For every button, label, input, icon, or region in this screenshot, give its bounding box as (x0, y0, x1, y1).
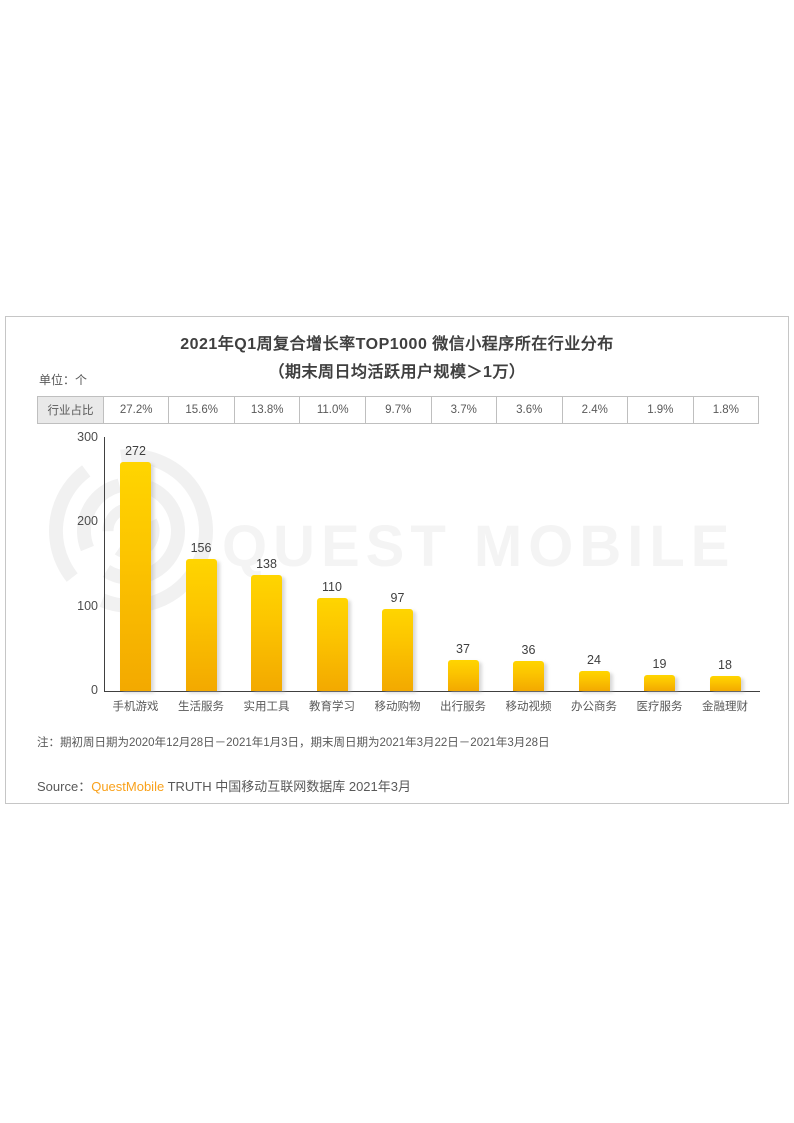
y-axis-line (104, 437, 105, 691)
x-category-0: 手机游戏 (112, 701, 159, 713)
bar-value-6: 36 (521, 643, 536, 657)
bar-4 (382, 609, 413, 691)
chart-subtitle: （期末周日均活跃用户规模＞1万） (268, 364, 526, 381)
share-cell-5: 3.7% (431, 397, 498, 424)
bar-value-8: 19 (652, 657, 667, 671)
bar-value-4: 97 (390, 591, 405, 605)
footnote: 注：期初周日期为2020年12月28日－2021年1月3日，期末周日期为2021… (37, 737, 550, 749)
y-tick-300: 300 (77, 430, 98, 444)
questmobile-text-watermark: QUEST MOBILE (222, 514, 736, 579)
bar-7 (578, 671, 610, 691)
unit-label: 单位：个 (39, 373, 88, 387)
y-tick-200: 200 (77, 514, 98, 529)
bar-6 (513, 661, 544, 691)
bar-value-1: 156 (190, 541, 212, 555)
bar-value-2: 138 (256, 557, 277, 571)
bar-1 (185, 559, 217, 691)
x-category-2: 实用工具 (243, 701, 290, 713)
bar-value-3: 110 (322, 580, 342, 594)
chart-panel: QUEST MOBILE 2021年Q1周复合增长率TOP1000 微信小程序所… (5, 316, 789, 804)
bar-8 (644, 675, 675, 691)
share-cell-7: 2.4% (562, 397, 629, 424)
bar-0 (120, 462, 151, 691)
bar-3 (316, 598, 348, 691)
share-cell-2: 13.8% (234, 397, 301, 424)
bar-value-7: 24 (587, 653, 601, 667)
industry-share-table: 行业占比 27.2% 15.6% 13.8% 11.0% 9.7% 3.7% 3.6% 2.4%… (37, 396, 760, 424)
share-cell-1: 15.6% (169, 397, 235, 424)
share-cell-6: 3.6% (497, 397, 563, 424)
share-cell-4: 9.7% (365, 397, 432, 424)
bar-2 (251, 575, 282, 691)
share-table-header: 行业占比 (38, 397, 104, 424)
bar-value-0: 272 (125, 444, 146, 458)
bar-value-5: 37 (456, 642, 470, 656)
chart-title: 2021年Q1周复合增长率TOP1000 微信小程序所在行业分布 (180, 336, 614, 353)
share-cell-8: 1.9% (628, 397, 694, 424)
bar-9 (709, 676, 741, 691)
x-category-3: 教育学习 (309, 701, 355, 713)
x-category-8: 医疗服务 (636, 701, 683, 713)
bar-chart: 0 100 200 300 272 手机游戏 156 生活服务 138 实用工具 110 教育学习 97… (6, 317, 790, 805)
share-cell-9: 1.8% (693, 397, 760, 424)
x-category-1: 生活服务 (178, 701, 224, 713)
share-cell-3: 11.0% (300, 397, 366, 424)
source-prefix: Source： (37, 779, 92, 794)
bar-value-9: 18 (718, 658, 732, 672)
y-tick-100: 100 (77, 598, 98, 613)
x-axis-line (104, 691, 760, 692)
x-category-7: 办公商务 (571, 701, 617, 713)
x-category-4: 移动购物 (374, 701, 421, 713)
y-tick-0: 0 (91, 683, 98, 697)
source-suffix: TRUTH 中国移动互联网数据库 2021年3月 (164, 779, 411, 794)
source-line: Source：QuestMobile TRUTH 中国移动互联网数据库 2021… (37, 776, 411, 795)
bar-5 (447, 660, 479, 691)
source-brand: QuestMobile (91, 779, 165, 794)
x-category-5: 出行服务 (440, 701, 486, 713)
x-category-6: 移动视频 (505, 701, 552, 713)
share-cell-0: 27.2% (103, 397, 170, 424)
x-category-9: 金融理财 (702, 701, 748, 713)
